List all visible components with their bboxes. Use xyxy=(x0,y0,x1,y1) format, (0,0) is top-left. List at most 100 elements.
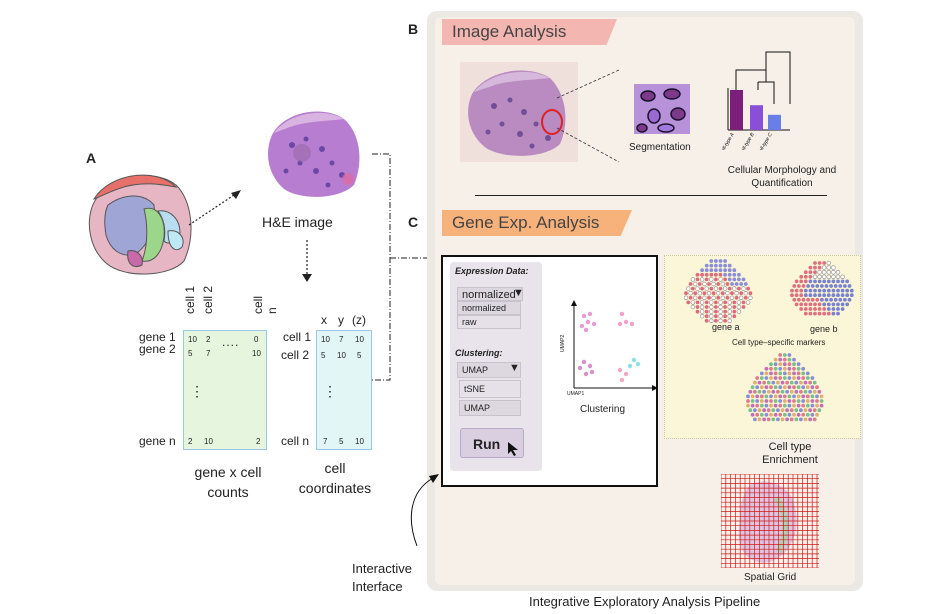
spatial-spot xyxy=(785,389,789,394)
spatial-spot xyxy=(720,295,725,300)
spatial-spot xyxy=(764,385,769,390)
spatial-spot xyxy=(780,408,785,413)
spatial-spot xyxy=(787,394,792,399)
spatial-spot xyxy=(757,417,762,422)
spatial-spot xyxy=(757,380,762,385)
spatial-spot xyxy=(796,394,801,399)
spatial-spot xyxy=(766,389,771,394)
spatial-spot xyxy=(796,376,801,380)
clustering-option-umap[interactable]: UMAP xyxy=(459,400,521,416)
matrix-caption-line-2: counts xyxy=(207,484,249,500)
he-image-label: H&E image xyxy=(262,214,333,230)
spatial-spot xyxy=(746,394,750,399)
spatial-spot xyxy=(748,295,753,300)
spatial-spot xyxy=(743,282,748,286)
spatial-spot xyxy=(718,259,723,263)
spatial-spot xyxy=(812,389,817,394)
expression-dropdown[interactable]: normalized xyxy=(457,287,523,301)
spatial-spot xyxy=(709,313,714,319)
arrow-to-he-image xyxy=(188,190,241,226)
he-thumbnail xyxy=(468,70,566,156)
dropdown-arrow-icon[interactable]: ▼ xyxy=(513,287,524,299)
matrix-row-gene-n: gene n xyxy=(139,434,176,448)
spatial-spot xyxy=(822,302,827,307)
spatial-spot xyxy=(778,366,783,371)
spatial-spot xyxy=(769,376,773,380)
spatial-spot xyxy=(805,371,810,376)
spatial-spot xyxy=(792,362,796,367)
clustering-option-tsne[interactable]: tSNE xyxy=(459,380,521,398)
spatial-spot xyxy=(755,394,760,399)
spatial-spot xyxy=(813,288,817,293)
spatial-spot xyxy=(732,272,737,277)
coords-cell: 7 xyxy=(339,335,344,344)
expression-option-raw[interactable]: raw xyxy=(457,315,521,329)
matrix-cell: 7 xyxy=(206,349,211,358)
spatial-spot xyxy=(709,318,714,323)
spatial-spot xyxy=(840,307,845,311)
spatial-spot xyxy=(799,408,803,413)
matrix-col-headers: cell 1 cell 2 cell n xyxy=(183,284,279,330)
spatial-spot xyxy=(695,300,700,305)
spatial-spot xyxy=(796,366,801,371)
morphology-label: Cellular Morphology and Quantification xyxy=(717,164,847,190)
spatial-spot xyxy=(736,300,742,305)
spatial-spot xyxy=(737,277,741,282)
spatial-spot xyxy=(720,291,725,296)
spatial-spot xyxy=(759,399,764,403)
spatial-spot xyxy=(785,417,789,422)
spatial-spot xyxy=(723,300,727,305)
spatial-spot xyxy=(822,311,827,316)
spatial-spot xyxy=(817,261,822,265)
spatial-spot xyxy=(730,291,734,296)
spatial-spot xyxy=(699,277,705,282)
spatial-spot xyxy=(704,318,709,323)
dropdown-arrow-icon[interactable]: ▼ xyxy=(509,362,520,374)
spatial-spot xyxy=(836,307,840,311)
spatial-spot xyxy=(787,399,792,403)
spatial-spot xyxy=(727,313,732,319)
spatial-spot xyxy=(794,288,799,293)
spatial-spot xyxy=(782,403,787,408)
spatial-spot xyxy=(725,295,730,300)
spatial-spot xyxy=(787,357,792,362)
spatial-spot xyxy=(750,399,755,403)
spatial-spot xyxy=(803,389,808,394)
spatial-spot xyxy=(831,302,836,307)
spatial-spot xyxy=(771,380,776,385)
spatial-spot xyxy=(799,389,803,394)
expression-option-normalized[interactable]: normalized xyxy=(457,301,521,315)
spatial-spot xyxy=(715,290,721,296)
spatial-spot xyxy=(748,389,753,394)
spatial-spot xyxy=(803,270,808,275)
clustering-dropdown[interactable]: UMAP xyxy=(457,362,521,378)
spatial-spot xyxy=(785,408,789,413)
spatial-grid-map xyxy=(721,474,819,568)
spatial-spot xyxy=(771,389,776,394)
spatial-spot xyxy=(734,295,739,300)
spatial-spot xyxy=(794,279,799,284)
spatial-spot xyxy=(723,309,727,314)
coords-row-dots: ⋮ xyxy=(323,383,337,399)
coords-cell: 5 xyxy=(321,351,326,360)
spatial-spot xyxy=(794,408,799,413)
spatial-spot xyxy=(831,293,836,298)
spatial-spot xyxy=(704,263,709,268)
spatial-spot xyxy=(732,300,737,305)
spatial-spot xyxy=(764,412,769,417)
spatial-spot xyxy=(831,265,836,270)
spatial-spot xyxy=(718,313,723,319)
spatial-spot xyxy=(691,286,695,291)
spatial-spot xyxy=(826,311,831,316)
coords-row-cell-2: cell 2 xyxy=(281,348,310,362)
spatial-spot xyxy=(838,297,843,302)
spatial-spot xyxy=(750,403,755,408)
interface-pointer-arrow xyxy=(410,474,439,547)
spatial-spot xyxy=(826,265,831,270)
spatial-spot xyxy=(718,263,723,268)
spatial-spot xyxy=(813,311,817,316)
spatial-spot xyxy=(714,314,718,319)
spatial-spot xyxy=(695,309,700,314)
spatial-spot xyxy=(815,399,819,403)
spatial-spot xyxy=(702,295,707,300)
